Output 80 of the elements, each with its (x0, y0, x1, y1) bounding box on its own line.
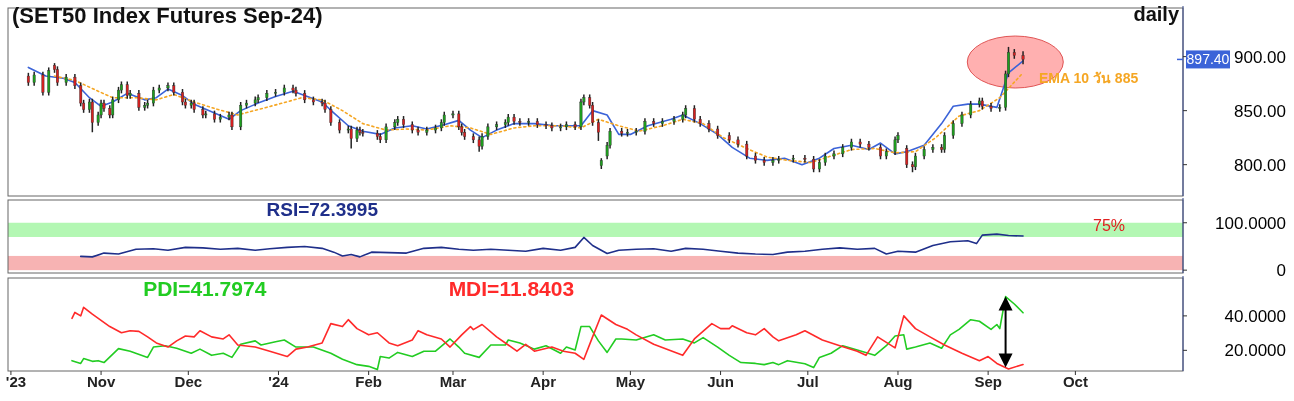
candlestick (146, 99, 149, 110)
x-tick-label: Mar (439, 373, 467, 390)
candlestick (905, 144, 909, 169)
candlestick (672, 115, 676, 126)
candlestick (518, 117, 522, 127)
candlestick (457, 109, 461, 131)
annotation: EMA 10 วัน 885 (1039, 69, 1139, 86)
candlestick (660, 117, 664, 128)
y-tick-label: 850.00 (1234, 101, 1286, 121)
candlestick (978, 96, 981, 109)
candlestick (311, 95, 315, 106)
x-tick-label: Oct (1062, 373, 1088, 390)
x-tick-label: Jun (707, 373, 734, 390)
candlestick (943, 131, 946, 154)
line-series (71, 306, 1024, 370)
y-tick-label: 100.0000 (1215, 213, 1286, 233)
candlestick (256, 93, 260, 104)
candlestick (181, 88, 184, 106)
y-tick-label: 0 (1276, 261, 1286, 281)
candlestick (544, 120, 548, 130)
series-label: RSI=72.3995 (266, 199, 379, 220)
candlestick (47, 66, 51, 97)
candlestick (527, 117, 531, 127)
candlestick (41, 71, 45, 97)
x-tick-label: '24 (268, 373, 290, 390)
x-tick-label: Apr (530, 373, 557, 390)
candlestick (762, 156, 766, 167)
candlestick (329, 105, 333, 127)
candlestick (565, 120, 568, 131)
x-tick-label: Nov (86, 373, 116, 390)
ref-line-label: 897.40 (1186, 51, 1230, 68)
y-tick-label: 20.0000 (1224, 341, 1286, 361)
candlestick (771, 156, 775, 167)
candlestick (239, 101, 243, 131)
candlestick (384, 122, 388, 144)
y-tick-label: 900.00 (1234, 47, 1286, 67)
candlestick (989, 102, 993, 113)
y-tick-label: 800.00 (1234, 155, 1286, 175)
candlestick (803, 154, 807, 164)
candlestick (434, 123, 437, 135)
candlestick (402, 115, 405, 129)
candlestick (559, 122, 562, 132)
candlestick (463, 128, 467, 141)
x-tick-label: May (615, 373, 646, 390)
line-series (79, 233, 1024, 258)
candlestick (745, 140, 749, 161)
candlestick (152, 86, 155, 108)
candlestick (998, 103, 1002, 113)
line-series (71, 295, 1024, 371)
candlestick (213, 109, 216, 124)
candlestick (274, 88, 277, 98)
x-tick-label: Feb (355, 373, 382, 390)
candlestick (893, 135, 897, 156)
candlestick (692, 104, 696, 124)
y-tick-label: 40.0000 (1224, 306, 1286, 326)
x-tick-label: Jul (796, 373, 819, 390)
candlestick (597, 118, 600, 142)
candlestick (626, 128, 629, 138)
candlestick (850, 137, 853, 152)
chart-subtitle: daily (1133, 3, 1180, 25)
candlestick (634, 127, 638, 137)
candlestick (914, 152, 917, 171)
candlestick (495, 120, 499, 131)
x-tick-label: '23 (5, 373, 27, 390)
candlestick (338, 118, 341, 135)
candlestick (754, 152, 757, 165)
candlestick (951, 119, 955, 140)
candlestick (137, 89, 141, 112)
candlestick (245, 99, 248, 110)
candlestick (56, 65, 59, 87)
x-tick-label: Dec (174, 373, 203, 390)
x-tick-label: Sep (974, 373, 1002, 390)
chart-title: (SET50 Index Futures Sep-24) (12, 3, 323, 28)
series-label: MDI=11.8403 (448, 277, 575, 300)
annotation: 75% (1093, 216, 1126, 234)
candlestick (931, 143, 935, 154)
candlestick (879, 143, 882, 161)
candlestick (818, 158, 821, 173)
text: PDI=41.7974 (143, 277, 267, 300)
x-tick-label: Aug (883, 373, 913, 390)
